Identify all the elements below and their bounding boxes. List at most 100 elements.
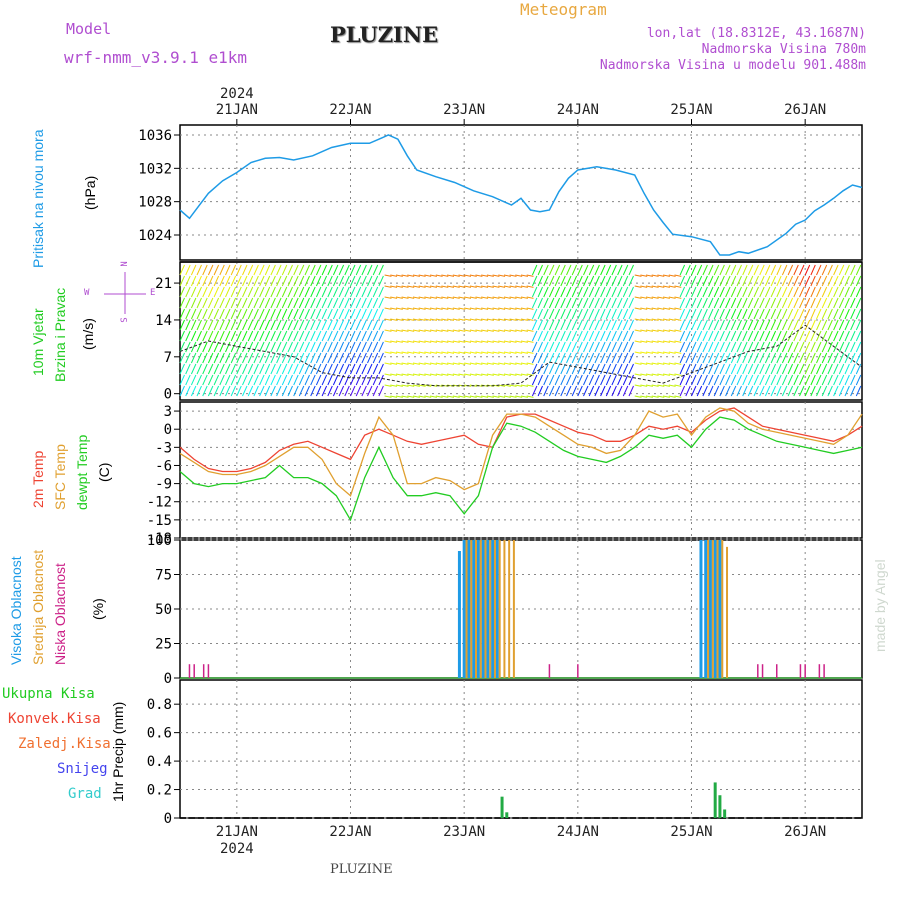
wind-arrow	[844, 363, 850, 375]
wind-arrow	[799, 286, 805, 298]
wind-arrow	[401, 307, 409, 310]
wind-arrow	[219, 286, 225, 298]
panel-frame-cloud	[179, 539, 863, 679]
wind-arrow	[503, 285, 511, 288]
wind-arrow	[475, 307, 483, 310]
wind-arrow	[464, 373, 472, 376]
wind-arrow	[418, 329, 426, 332]
wind-arrow	[799, 297, 805, 309]
wind-arrow	[685, 385, 691, 397]
wind-arrow	[696, 374, 703, 386]
wind-arrow	[645, 362, 653, 365]
wind-arrow	[793, 374, 799, 386]
wind-arrow	[651, 318, 659, 321]
wind-arrow	[821, 374, 828, 386]
wind-arrow	[611, 330, 617, 342]
wind-arrow	[622, 374, 629, 386]
wind-arrow	[270, 264, 276, 276]
wind-arrow	[515, 285, 523, 288]
wind-arrow	[185, 363, 191, 375]
wind-arrow	[355, 341, 362, 353]
wind-arrow	[833, 374, 839, 386]
wind-arrow	[390, 362, 398, 365]
wind-arrow	[492, 296, 500, 299]
wind-arrow	[503, 395, 511, 398]
wind-arrow	[674, 329, 682, 332]
wind-arrow	[821, 352, 828, 364]
wind-arrow	[543, 341, 549, 353]
wind-arrow	[264, 363, 271, 375]
wind-arrow	[185, 385, 191, 397]
wind-arrow	[202, 308, 208, 320]
wind-arrow	[367, 319, 373, 331]
wind-arrow	[554, 297, 561, 309]
wind-arrow	[264, 264, 271, 276]
wind-arrow	[531, 319, 538, 331]
wind-arrow	[520, 274, 528, 277]
wind-arrow	[588, 297, 595, 309]
wind-arrow	[850, 363, 856, 375]
wind-arrow	[304, 363, 310, 375]
wind-arrow	[804, 341, 811, 353]
wind-arrow	[628, 374, 634, 386]
wind-arrow	[679, 385, 686, 397]
wind-arrow	[520, 296, 528, 299]
wind-arrow	[259, 264, 265, 276]
wind-arrow	[855, 297, 862, 309]
wind-arrow	[441, 318, 449, 321]
wind-arrow	[810, 275, 816, 287]
wind-arrow	[509, 384, 517, 387]
wind-tick-label: 21	[155, 276, 172, 292]
wind-arrow	[628, 308, 634, 320]
wind-arrow	[855, 374, 862, 386]
wind-arrow	[833, 264, 839, 276]
wind-arrow	[713, 275, 720, 287]
wind-arrow	[787, 352, 794, 364]
wind-arrow	[657, 285, 665, 288]
wind-arrow	[407, 340, 415, 343]
wind-arrow	[327, 264, 333, 276]
wind-arrow	[730, 330, 737, 342]
wind-arrow	[850, 341, 856, 353]
wind-arrow	[776, 352, 782, 364]
wind-arrow	[781, 385, 788, 397]
wind-arrow	[219, 330, 225, 342]
wind-arrow	[770, 308, 777, 320]
wind-arrow	[276, 374, 282, 386]
panel-frame-precip	[179, 679, 863, 819]
wind-arrow	[713, 264, 720, 276]
wind-arrow	[588, 385, 595, 397]
wind-arrow	[475, 296, 483, 299]
wind-arrow	[230, 297, 237, 309]
wind-arrow	[838, 319, 845, 331]
wind-arrow	[554, 352, 561, 364]
wind-arrow	[395, 318, 403, 321]
wind-arrow	[617, 297, 623, 309]
wind-arrow	[628, 319, 634, 331]
wind-arrow	[304, 341, 310, 353]
wind-arrow	[838, 286, 845, 298]
wind-arrow	[520, 285, 528, 288]
wind-arrow	[685, 330, 691, 342]
wind-arrow	[247, 319, 254, 331]
wind-arrow	[793, 341, 799, 353]
wind-arrow	[594, 385, 600, 397]
wind-arrow	[481, 296, 489, 299]
wind-arrow	[213, 352, 220, 364]
wind-arrow	[725, 308, 731, 320]
wind-arrow	[503, 362, 511, 365]
wind-arrow	[566, 264, 572, 276]
wind-arrow	[475, 318, 483, 321]
wind-arrow	[833, 330, 839, 342]
wind-arrow	[424, 329, 432, 332]
wind-arrow	[736, 297, 742, 309]
wind-arrow	[833, 385, 839, 397]
wind-arrow	[486, 318, 494, 321]
wind-arrow	[674, 373, 682, 376]
wind-arrow	[213, 374, 220, 386]
wind-arrow	[776, 297, 782, 309]
temp-tick-label: -12	[147, 495, 172, 511]
temp-line-2	[179, 416, 863, 522]
legend-total-rain: Ukupna Kisa	[2, 686, 95, 702]
wind-arrow	[407, 373, 415, 376]
